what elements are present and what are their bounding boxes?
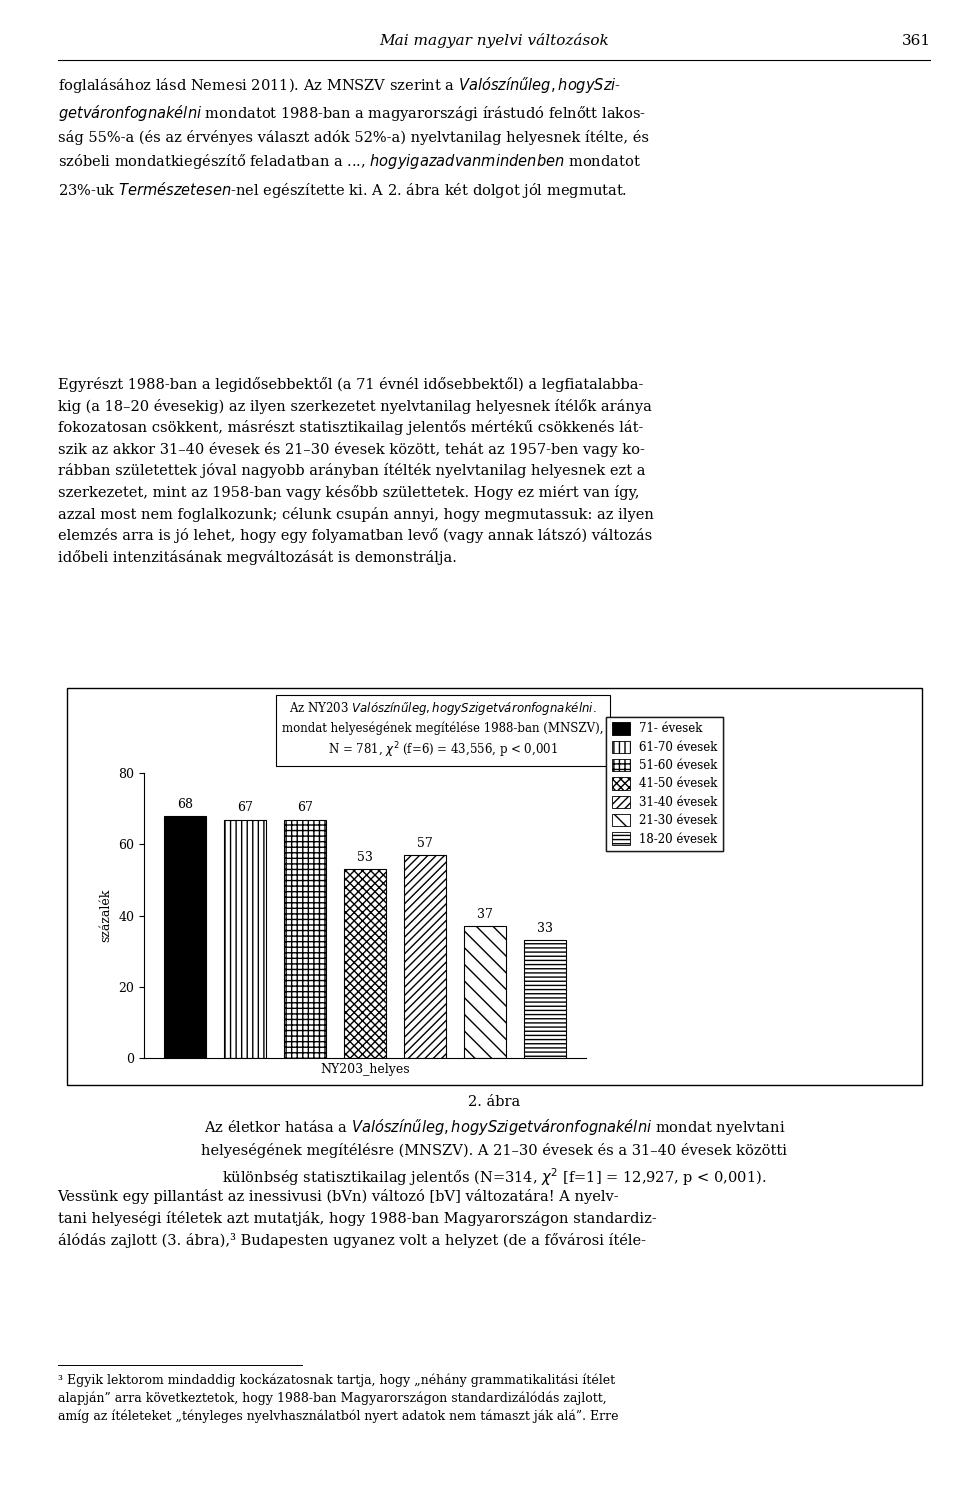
- Text: Vessünk egy pillantást az inessivusi (bVn) változó [bV] változatára! A nyelv-
ta: Vessünk egy pillantást az inessivusi (bV…: [58, 1189, 657, 1248]
- Bar: [284, 820, 325, 1058]
- Text: Egyrészt 1988-ban a legidősebbektől (a 71 évnél idősebbektől) a legfiatalabba-
k: Egyrészt 1988-ban a legidősebbektől (a 7…: [58, 377, 654, 565]
- Text: foglalásához lásd Nemesi 2011). Az MNSZV szerint a $\it{Valószínűleg, hogy Szi}$: foglalásához lásd Nemesi 2011). Az MNSZV…: [58, 75, 649, 199]
- Y-axis label: százalék: százalék: [100, 889, 112, 942]
- Text: Mai magyar nyelvi változások: Mai magyar nyelvi változások: [379, 33, 610, 48]
- Text: ³ Egyik lektorom mindaddig kockázatosnak tartja, hogy „néhány grammatikalitási í: ³ Egyik lektorom mindaddig kockázatosnak…: [58, 1373, 618, 1423]
- Text: 361: 361: [902, 34, 931, 48]
- Text: 67: 67: [237, 802, 252, 814]
- Text: 33: 33: [537, 922, 553, 935]
- FancyBboxPatch shape: [67, 688, 922, 1085]
- Bar: [464, 926, 506, 1058]
- Bar: [164, 817, 206, 1058]
- X-axis label: NY203_helyes: NY203_helyes: [320, 1064, 410, 1076]
- Text: 68: 68: [177, 797, 193, 811]
- Bar: [224, 820, 266, 1058]
- Bar: [344, 869, 386, 1058]
- Text: Az NY203 $\it{Valószínűleg, hogy Szigetváron fognak élni.}$
mondat helyeségének : Az NY203 $\it{Valószínűleg, hogy Szigetv…: [282, 700, 604, 760]
- Text: 37: 37: [477, 908, 492, 922]
- Text: 2. ábra
Az életkor hatása a $\it{Valószínűleg, hogy Szigetváron fognak élni}$ mo: 2. ábra Az életkor hatása a $\it{Valószí…: [202, 1095, 787, 1188]
- Bar: [404, 856, 445, 1058]
- Legend: 71- évesek, 61-70 évesek, 51-60 évesek, 41-50 évesek, 31-40 évesek, 21-30 évesek: 71- évesek, 61-70 évesek, 51-60 évesek, …: [606, 717, 723, 851]
- Bar: [523, 941, 565, 1058]
- Text: 53: 53: [357, 851, 372, 865]
- Text: 57: 57: [417, 836, 433, 850]
- Text: 67: 67: [297, 802, 313, 814]
